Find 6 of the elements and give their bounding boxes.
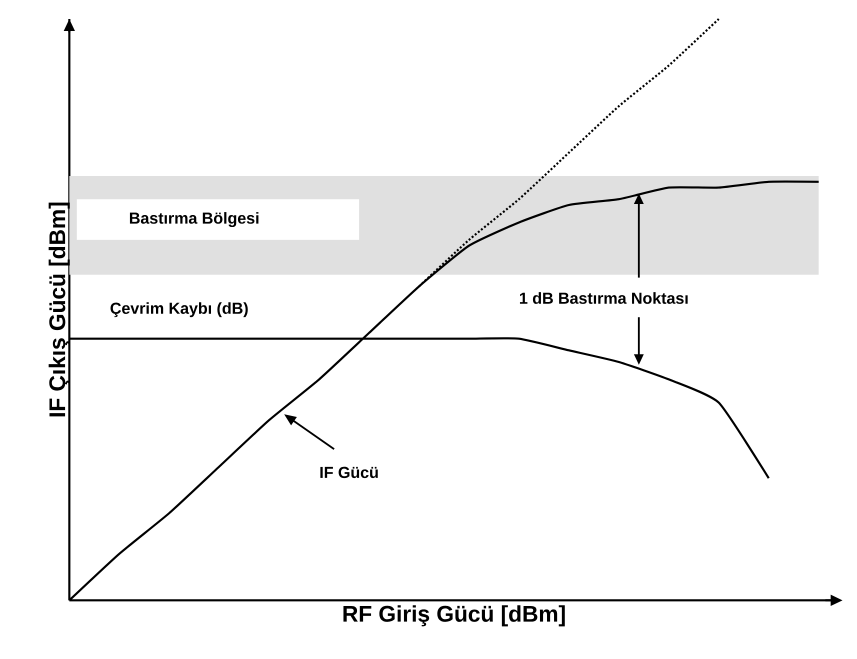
legend-label: IF Gücü: [320, 466, 378, 478]
band-label: Bastırma Bölgesi: [130, 212, 258, 228]
y-axis-title: IF Çıkış Gücü [dBm]: [48, 202, 70, 416]
annotation: 1 dB Bastırma Noktası: [520, 292, 688, 304]
x-axis-title: RF Giriş Gücü [dBm]: [343, 605, 565, 626]
series-label: Çevrim Kaybı (dB): [110, 302, 248, 318]
